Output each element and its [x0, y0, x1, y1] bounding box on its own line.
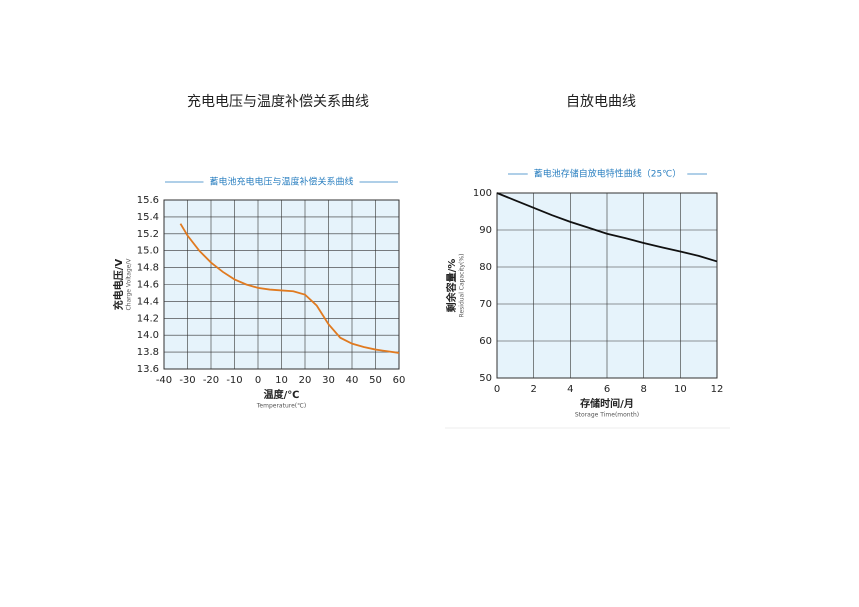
x-tick-label: 10	[275, 375, 288, 386]
x-axis-label: 温度/℃	[264, 388, 300, 401]
y-tick-label: 15.0	[137, 246, 159, 257]
y-axis-label-en: Charge Voltage/V	[126, 258, 133, 311]
y-tick-label: 15.4	[137, 212, 159, 223]
x-tick-label: 0	[494, 384, 500, 395]
x-tick-label: 10	[674, 384, 687, 395]
y-tick-label: 80	[479, 262, 492, 273]
y-tick-label: 14.6	[137, 280, 159, 291]
x-tick-label: 8	[640, 384, 646, 395]
x-axis-label-en: Storage Time(month)	[575, 412, 639, 419]
x-tick-label: 0	[255, 375, 261, 386]
x-tick-label: -40	[156, 375, 172, 386]
y-axis-label: 充电电压/V	[112, 259, 125, 311]
y-tick-label: 90	[479, 225, 492, 236]
chart-title: 蓄电池存储自放电特性曲线（25℃）	[534, 168, 682, 180]
y-tick-label: 100	[473, 188, 492, 199]
y-tick-label: 50	[479, 373, 492, 384]
x-axis-label-en: Temperature(℃)	[256, 403, 306, 410]
series-line	[496, 192, 718, 263]
x-tick-label: 6	[604, 384, 610, 395]
y-tick-label: 14.8	[137, 263, 159, 274]
x-tick-label: 50	[369, 375, 382, 386]
y-tick-label: 60	[479, 336, 492, 347]
x-tick-label: 2	[530, 384, 536, 395]
heading: 充电电压与温度补偿关系曲线	[187, 94, 369, 110]
x-tick-label: -30	[179, 375, 195, 386]
y-tick-label: 14.0	[137, 330, 159, 341]
x-axis-label: 存储时间/月	[580, 397, 634, 410]
y-tick-label: 13.6	[137, 364, 159, 375]
x-tick-label: -20	[203, 375, 219, 386]
x-tick-label: 60	[393, 375, 406, 386]
chart-title: 蓄电池充电电压与温度补偿关系曲线	[209, 176, 353, 188]
heading: 自放电曲线	[566, 94, 636, 110]
x-tick-label: -10	[226, 375, 242, 386]
y-tick-label: 13.8	[137, 347, 159, 358]
y-tick-label: 70	[479, 299, 492, 310]
y-axis-label: 剩余容量/%	[445, 259, 458, 313]
x-tick-label: 12	[711, 384, 724, 395]
x-tick-label: 30	[322, 375, 335, 386]
x-tick-label: 20	[299, 375, 312, 386]
y-tick-label: 15.6	[137, 195, 159, 206]
y-axis-label-en: Residual Capacity(%)	[459, 254, 466, 318]
series-line	[179, 223, 400, 354]
x-tick-label: 40	[346, 375, 359, 386]
y-tick-label: 15.2	[137, 229, 159, 240]
y-tick-label: 14.4	[137, 296, 159, 307]
x-tick-label: 4	[567, 384, 573, 395]
y-tick-label: 14.2	[137, 313, 159, 324]
